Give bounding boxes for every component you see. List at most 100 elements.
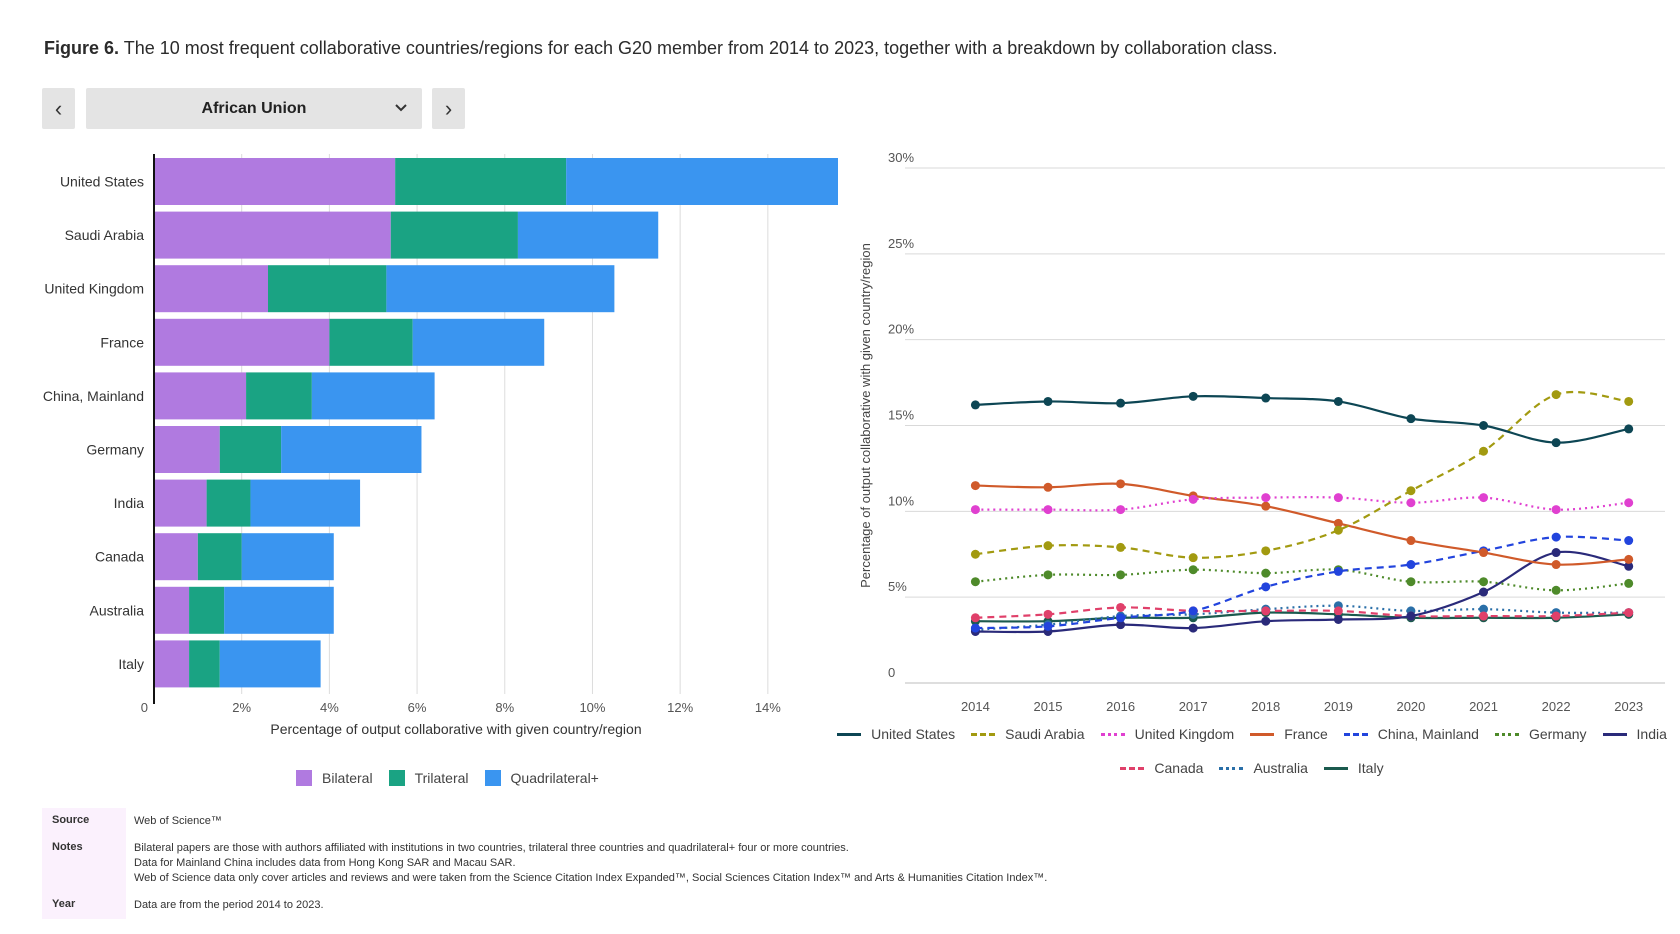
- bar-trilateral-italy: [189, 640, 220, 688]
- legend-item-china-mainland[interactable]: China, Mainland: [1343, 726, 1479, 742]
- series-line-saudi-arabia: [975, 390, 1629, 559]
- legend-item-france[interactable]: France: [1250, 726, 1328, 742]
- legend-item-canada[interactable]: Canada: [1120, 760, 1203, 776]
- x-tick-label: 2014: [961, 699, 990, 714]
- point-saudi-arabia: [1479, 446, 1489, 456]
- point-saudi-arabia: [1188, 553, 1198, 563]
- legend-label: United States: [871, 726, 956, 742]
- y-tick-label: 30%: [888, 150, 914, 165]
- point-china-mainland: [1333, 566, 1343, 576]
- point-saudi-arabia: [1406, 486, 1416, 496]
- point-france: [1406, 536, 1416, 546]
- point-saudi-arabia: [1116, 542, 1126, 552]
- point-canada: [1624, 608, 1634, 618]
- point-united-states: [970, 400, 980, 410]
- point-france: [1624, 554, 1634, 564]
- point-canada: [1333, 606, 1343, 616]
- point-saudi-arabia: [1261, 546, 1271, 556]
- y-tick-label: 0: [888, 665, 895, 680]
- meta-row-notes: Notes Bilateral papers are those with aut…: [42, 835, 1642, 892]
- series-line-united-states: [975, 394, 1629, 444]
- chevron-left-icon: ‹: [54, 95, 63, 121]
- point-united-states: [1624, 424, 1634, 434]
- point-france: [1043, 482, 1053, 492]
- point-canada: [1116, 602, 1126, 612]
- point-china-mainland: [1188, 606, 1198, 616]
- point-united-kingdom: [1188, 494, 1198, 504]
- g20-member-select[interactable]: African Union: [86, 88, 422, 129]
- legend-item-india[interactable]: India: [1602, 726, 1667, 742]
- point-china-mainland: [1624, 536, 1634, 546]
- meta-value: Bilateral papers are those with authors …: [134, 842, 1048, 884]
- bar-quadrilateral-china-mainland: [311, 372, 435, 420]
- bar-quadrilateral-italy: [219, 640, 321, 688]
- series-line-china-mainland: [975, 535, 1629, 630]
- line-legend-row: Canada Australia Italy: [860, 760, 1660, 776]
- chevron-right-icon: ›: [444, 95, 453, 121]
- legend-item-united-kingdom[interactable]: United Kingdom: [1100, 726, 1235, 742]
- legend-line-swatch: [1219, 766, 1244, 770]
- point-united-states: [1551, 438, 1561, 448]
- point-india: [1551, 548, 1561, 558]
- legend-line-swatch: [1323, 766, 1348, 770]
- bar-bilateral-saudi-arabia: [154, 211, 391, 259]
- bar-quadrilateral-united-kingdom: [386, 265, 615, 313]
- legend-item-australia[interactable]: Australia: [1219, 760, 1308, 776]
- legend-label: United Kingdom: [1134, 726, 1235, 742]
- x-tick-label: 4%: [320, 700, 339, 715]
- point-united-states: [1116, 398, 1126, 408]
- point-canada: [1043, 609, 1053, 619]
- point-india: [1261, 616, 1271, 626]
- line-legend: United States Saudi Arabia United Kingdom F…: [837, 726, 1667, 776]
- point-india: [1188, 623, 1198, 633]
- legend-item-united-states[interactable]: United States: [837, 726, 955, 742]
- legend-label: Quadrilateral+: [510, 770, 599, 786]
- bar-quadrilateral-india: [250, 479, 361, 527]
- bar-quadrilateral-saudi-arabia: [517, 211, 659, 259]
- point-canada: [1479, 611, 1489, 621]
- y-tick-label: 25%: [888, 236, 914, 251]
- meta-value: Data are from the period 2014 to 2023.: [134, 899, 324, 911]
- bar-legend: Bilateral Trilateral Quadrilateral+: [296, 770, 615, 786]
- legend-item-quadrilateral[interactable]: Quadrilateral+: [484, 770, 599, 786]
- point-germany: [1261, 568, 1271, 578]
- point-germany: [1406, 577, 1416, 587]
- x-tick-label: 8%: [495, 700, 514, 715]
- y-tick-label: 10%: [888, 493, 914, 508]
- bar-trilateral-australia: [189, 586, 225, 634]
- legend-line-swatch: [837, 732, 862, 736]
- legend-item-trilateral[interactable]: Trilateral: [388, 770, 469, 786]
- category-label: Italy: [118, 656, 144, 672]
- legend-item-italy[interactable]: Italy: [1323, 760, 1384, 776]
- meta-row-source: Source Web of Science™: [42, 808, 1642, 835]
- point-china-mainland: [1406, 560, 1416, 570]
- x-tick-label: 14%: [755, 700, 781, 715]
- legend-item-germany[interactable]: Germany: [1494, 726, 1587, 742]
- figure-label: Figure 6.: [44, 38, 120, 58]
- point-united-states: [1188, 391, 1198, 401]
- bar-trilateral-china-mainland: [246, 372, 312, 420]
- point-china-mainland: [1116, 613, 1126, 623]
- series-line-germany: [975, 568, 1629, 592]
- point-india: [1624, 561, 1634, 571]
- bar-trilateral-saudi-arabia: [390, 211, 518, 259]
- next-member-button[interactable]: ›: [432, 88, 465, 129]
- bar-quadrilateral-australia: [224, 586, 334, 634]
- stacked-bar-chart: 0 2% 4% 6% 8% 10% 12% 14% United States Saudi Ara…: [43, 154, 838, 737]
- legend-item-bilateral[interactable]: Bilateral: [296, 770, 373, 786]
- legend-label: Canada: [1154, 760, 1204, 776]
- previous-member-button[interactable]: ‹: [42, 88, 75, 129]
- point-china-mainland: [1551, 532, 1561, 542]
- bar-trilateral-france: [329, 318, 413, 366]
- x-axis-label: Percentage of output collaborative with …: [270, 721, 641, 737]
- y-tick-label: 20%: [888, 322, 914, 337]
- selected-member-label: African Union: [201, 100, 307, 117]
- point-united-kingdom: [1261, 493, 1271, 503]
- bar-bilateral-united-kingdom: [154, 265, 268, 313]
- point-france: [1551, 560, 1561, 570]
- bar-quadrilateral-canada: [241, 533, 334, 581]
- legend-item-saudi-arabia[interactable]: Saudi Arabia: [971, 726, 1085, 742]
- series-line-india: [975, 550, 1629, 634]
- legend-label: Australia: [1253, 760, 1308, 776]
- category-label: France: [100, 334, 144, 350]
